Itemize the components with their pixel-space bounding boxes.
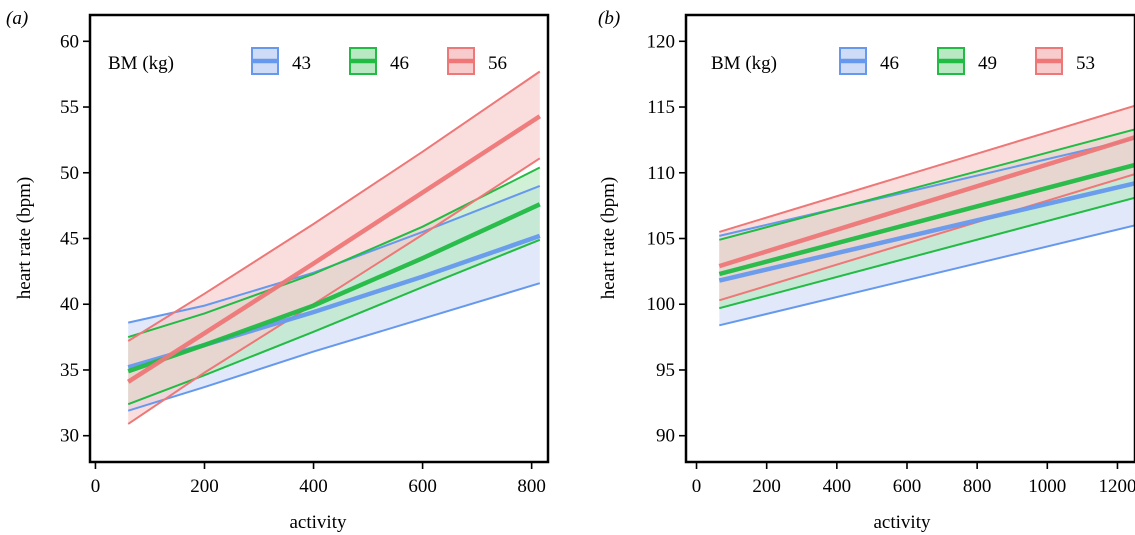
panel-b-upper-53	[719, 104, 1135, 233]
panel-a-label: (a)	[6, 8, 28, 29]
panel-a-legend: 43 46 56	[251, 47, 507, 75]
panel-b-ytick-label: 120	[647, 31, 676, 52]
panel-a-legend-title: BM (kg)	[108, 53, 174, 74]
panel-a-ytick-label: 55	[60, 97, 79, 118]
panel-b-fit-49	[718, 162, 1135, 277]
panel-a-ytick-label: 45	[60, 229, 79, 250]
panel-b-ytick-label: 105	[647, 229, 676, 250]
panel-a-xtick-label: 0	[91, 476, 101, 497]
panel-b-ylabel: heart rate (bpm)	[598, 177, 619, 299]
panel-a-fit-46	[127, 202, 541, 374]
panel-a-ytick-label: 30	[60, 426, 79, 447]
panel-b-ytick-label: 95	[656, 360, 675, 381]
panel-a-plot-area	[126, 70, 542, 425]
panel-b-xtick-label: 800	[963, 476, 992, 497]
panel-b-fit-46	[718, 181, 1135, 283]
panel-a-fit-56	[126, 114, 542, 384]
panel-b-lower-49	[719, 196, 1135, 310]
panel-a-legend-key-43	[251, 47, 279, 75]
panel-b-xtick-label: 1000	[1028, 476, 1066, 497]
panel-a: (a) heart rate (bpm) activity BM (kg) 43…	[6, 8, 550, 533]
panel-b-fit-53	[718, 135, 1135, 269]
panel-a-legend-label-56: 56	[488, 53, 507, 74]
panel-a-xtick-label: 200	[190, 476, 219, 497]
panel-a-legend-label-43: 43	[292, 53, 311, 74]
panel-a-ylabel: heart rate (bpm)	[14, 177, 35, 299]
panel-b-xtick-label: 200	[752, 476, 781, 497]
panel-b-xtick-label: 0	[692, 476, 702, 497]
panel-a-xtick-label: 600	[408, 476, 437, 497]
panel-b-ytick-label: 115	[647, 97, 675, 118]
panel-a-ytick-label: 40	[60, 294, 79, 315]
panel-a-legend-key-46	[349, 47, 377, 75]
panel-a-upper-43	[127, 184, 541, 324]
panel-b-lower-53	[719, 173, 1135, 302]
panel-b: (b) heart rate (bpm) activity BM (kg) 46…	[598, 8, 1135, 533]
panel-a-upper-56	[127, 70, 541, 342]
panel-a-legend-key-56	[447, 47, 475, 75]
panel-b-legend-label-53: 53	[1076, 53, 1095, 74]
panel-b-xlabel: activity	[874, 512, 931, 533]
panel-b-ytick-label: 90	[656, 426, 675, 447]
panel-b-plot-area	[718, 104, 1135, 327]
panel-b-xtick-label: 400	[823, 476, 852, 497]
panel-b-legend-key-53	[1035, 47, 1063, 75]
panel-b-legend-label-46: 46	[880, 53, 899, 74]
panel-a-lower-43	[127, 282, 541, 412]
panel-a-upper-46	[127, 166, 541, 339]
panel-a-legend-label-46: 46	[390, 53, 409, 74]
panel-b-xtick-label: 1200	[1098, 476, 1135, 497]
panel-b-ytick-label: 110	[647, 163, 675, 184]
panel-a-lower-46	[127, 238, 541, 406]
panel-b-label: (b)	[598, 8, 620, 29]
panel-b-legend-key-49	[937, 47, 965, 75]
panel-b-upper-49	[719, 128, 1135, 241]
panel-b-ytick-label: 100	[647, 294, 676, 315]
panel-b-legend-label-49: 49	[978, 53, 997, 74]
panel-b-legend: 46 49 53	[839, 47, 1095, 75]
panel-a-xlabel: activity	[290, 512, 347, 533]
panel-b-legend-title: BM (kg)	[711, 53, 777, 74]
panel-b-lower-46	[719, 224, 1135, 327]
panel-a-ytick-label: 35	[60, 360, 79, 381]
panel-b-xtick-label: 600	[893, 476, 922, 497]
panel-a-ytick-label: 60	[60, 31, 79, 52]
panel-a-ytick-label: 50	[60, 163, 79, 184]
panel-a-xtick-label: 800	[517, 476, 546, 497]
panel-b-upper-46	[719, 137, 1135, 237]
panel-a-xtick-label: 400	[299, 476, 328, 497]
panel-b-legend-key-46	[839, 47, 867, 75]
